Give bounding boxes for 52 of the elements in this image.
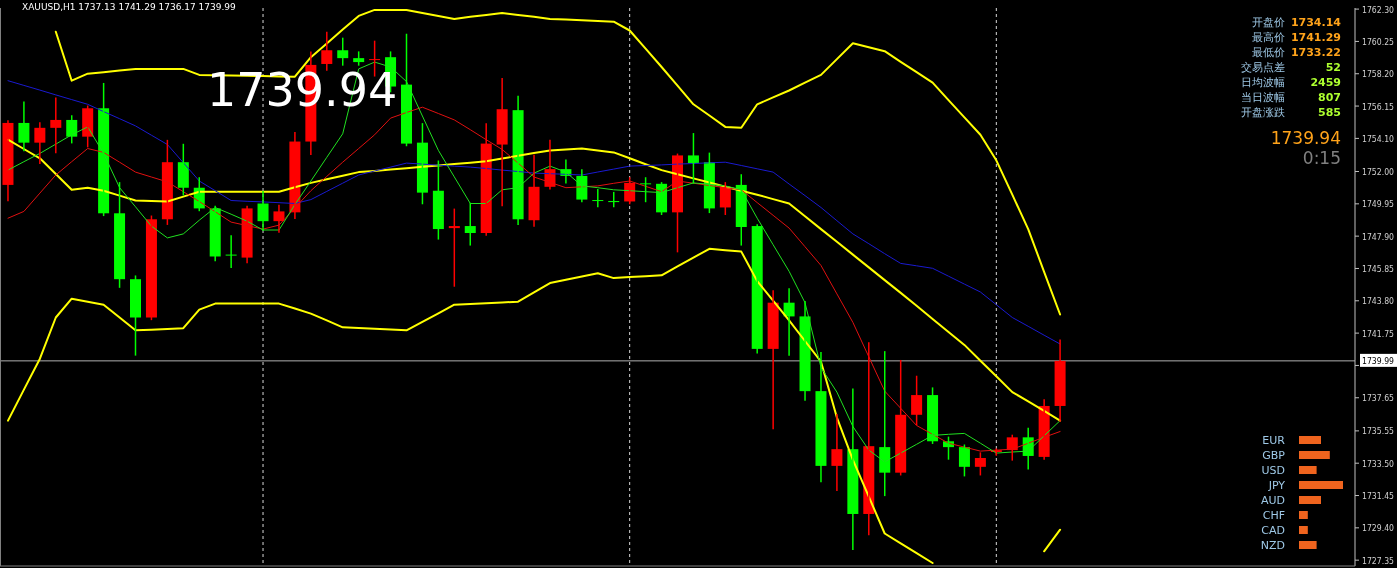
annotation: 最低价	[1252, 46, 1285, 59]
annotation: 1733.22	[1290, 46, 1341, 59]
y-tick-label: 1735.55	[1362, 426, 1397, 437]
y-tick-label: 1743.80	[1362, 296, 1397, 307]
y-tick-label: GBP	[1262, 449, 1286, 462]
annotation: 最高价	[1252, 31, 1285, 44]
y-tick-label: 1745.85	[1362, 263, 1397, 274]
annotation: 当日波幅	[1241, 91, 1285, 104]
y-tick-label: 1758.20	[1362, 69, 1397, 80]
bar	[1299, 496, 1321, 504]
y-tick-label: 1747.90	[1362, 231, 1397, 242]
annotation: 开盘涨跌	[1241, 106, 1285, 119]
y-tick-label: 1756.15	[1362, 101, 1397, 112]
annotation: 52	[1325, 61, 1341, 74]
y-tick-label: 1741.75	[1362, 328, 1397, 339]
bar	[1299, 436, 1321, 444]
annotation: 日均波幅	[1241, 76, 1285, 89]
y-tick-label: 1733.50	[1362, 458, 1397, 469]
y-tick-label: 1731.45	[1362, 491, 1397, 502]
y-tick-label: AUD	[1260, 494, 1285, 507]
bar	[1299, 526, 1308, 534]
y-tick-label: 1760.25	[1362, 36, 1397, 47]
y-tick-label: 1754.10	[1362, 133, 1397, 144]
y-tick-label: EUR	[1262, 434, 1286, 447]
annotation: 0:15	[1302, 148, 1341, 168]
y-tick-label: 1762.30	[1362, 4, 1397, 15]
bar	[1299, 541, 1317, 549]
ref-line-label: 1739.99	[1362, 356, 1397, 367]
annotation: 1741.29	[1290, 31, 1341, 44]
y-tick-label: 1737.65	[1362, 393, 1397, 404]
line-series	[7, 138, 1062, 422]
annotation: 1734.14	[1290, 16, 1342, 29]
y-tick-label: 1727.35	[1362, 555, 1397, 566]
y-tick-label: 1749.95	[1362, 199, 1397, 210]
y-tick-label: USD	[1261, 464, 1285, 477]
bar	[1299, 466, 1317, 474]
annotation: 开盘价	[1252, 16, 1285, 29]
bar	[1299, 451, 1330, 459]
bar	[1299, 511, 1308, 519]
annotation: 交易点差	[1241, 61, 1285, 74]
annotation: 2459	[1310, 76, 1341, 89]
chart-title: XAUUSD,H1 1737.13 1741.29 1736.17 1739.99	[22, 2, 237, 12]
y-tick-label: CHF	[1262, 509, 1285, 522]
annotation: 1739.94	[1270, 128, 1341, 148]
annotation: 807	[1318, 91, 1341, 104]
bar	[1299, 481, 1343, 489]
y-tick-label: 1729.40	[1362, 523, 1397, 534]
annotation: 585	[1318, 106, 1341, 119]
y-tick-label: NZD	[1260, 539, 1285, 552]
y-tick-label: JPY	[1267, 479, 1286, 492]
y-tick-label: CAD	[1261, 524, 1285, 537]
y-tick-label: 1752.00	[1362, 167, 1397, 178]
